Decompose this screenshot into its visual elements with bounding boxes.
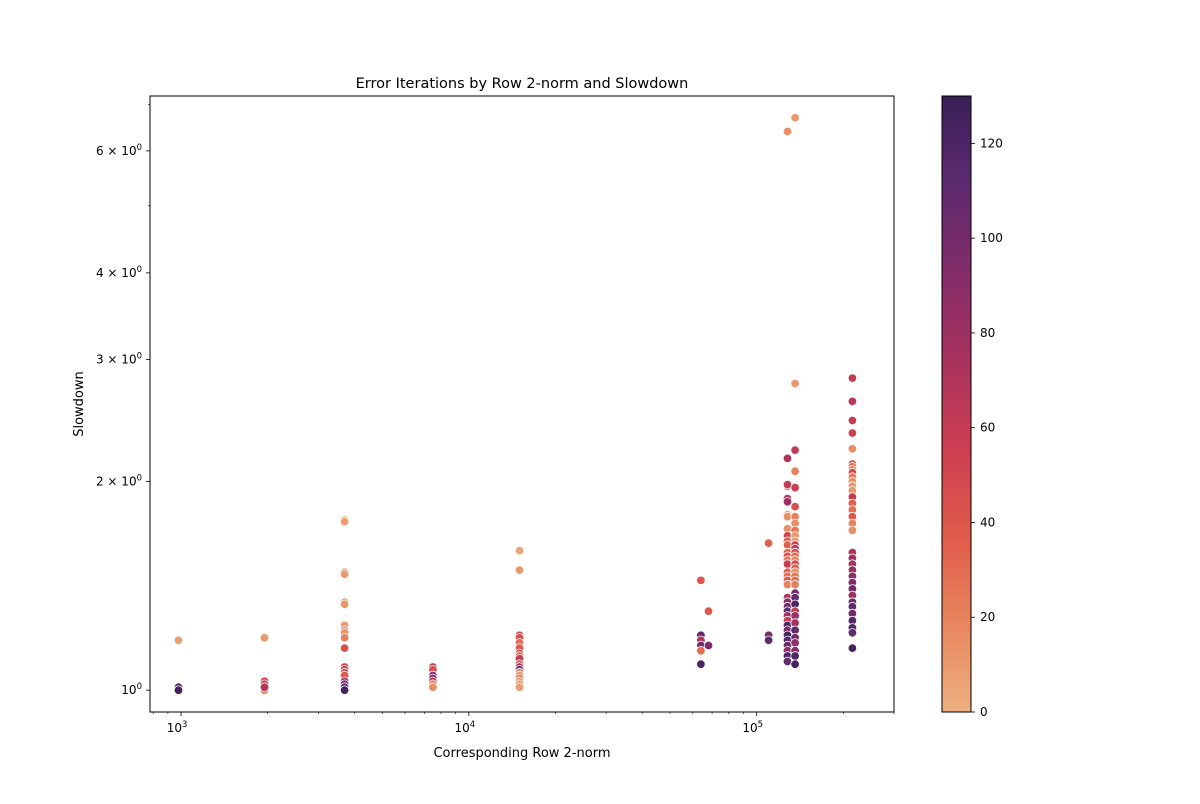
data-point xyxy=(782,126,793,137)
colorbar-tick-label: 40 xyxy=(980,515,995,529)
data-point xyxy=(339,517,350,527)
data-point xyxy=(790,651,800,661)
data-point xyxy=(339,633,350,643)
data-point xyxy=(790,445,800,455)
data-point xyxy=(259,633,270,643)
data-point xyxy=(847,396,858,407)
scatter-points xyxy=(173,112,858,695)
data-point xyxy=(763,538,774,548)
colorbar-tick-label: 80 xyxy=(980,326,995,340)
data-point xyxy=(428,682,438,692)
colorbar: 0 20 40 60 80 100 120 xyxy=(941,95,1003,719)
colorbar-ticks: 0 20 40 60 80 100 120 xyxy=(971,136,1003,719)
colorbar-tick-label: 60 xyxy=(980,421,995,435)
data-point xyxy=(847,415,858,426)
data-point xyxy=(703,640,714,651)
colorbar-tick-label: 100 xyxy=(980,231,1003,245)
data-point xyxy=(696,575,706,586)
data-point xyxy=(847,643,858,653)
data-point xyxy=(847,428,858,438)
data-point xyxy=(173,685,184,695)
colorbar-frame xyxy=(941,95,972,713)
colorbar-gradient xyxy=(942,96,971,712)
chart-title: Error Iterations by Row 2-norm and Slowd… xyxy=(356,76,689,92)
colorbar-tick-label: 20 xyxy=(980,610,995,624)
y-axis-ticks: 100 2 × 100 3 × 100 4 × 100 6 × 100 xyxy=(96,104,150,697)
data-point xyxy=(790,112,800,123)
x-tick-label: 104 xyxy=(455,720,476,735)
data-point xyxy=(703,606,714,616)
data-point xyxy=(696,646,706,656)
data-point xyxy=(790,378,800,389)
colorbar-tick-label: 0 xyxy=(980,705,988,719)
y-axis-label: Slowdown xyxy=(72,371,87,437)
data-point xyxy=(514,682,525,692)
data-point xyxy=(514,545,525,556)
data-point xyxy=(259,682,270,692)
plot-area-frame xyxy=(149,95,895,713)
x-tick-label: 103 xyxy=(167,720,188,735)
data-point xyxy=(847,444,858,454)
y-tick-label: 6 × 100 xyxy=(96,143,142,158)
data-point xyxy=(339,569,350,579)
data-point xyxy=(847,373,858,383)
x-tick-label: 105 xyxy=(742,720,763,735)
y-tick-label: 2 × 100 xyxy=(96,474,142,489)
data-point xyxy=(790,482,800,493)
y-tick-label: 100 xyxy=(121,682,142,697)
y-tick-label: 3 × 100 xyxy=(96,351,142,366)
data-point xyxy=(514,565,525,575)
y-tick-label: 4 × 100 xyxy=(96,265,142,280)
colorbar-tick-label: 120 xyxy=(980,136,1003,150)
data-point xyxy=(339,643,350,653)
data-point xyxy=(782,497,793,507)
x-axis-ticks: 103 104 105 xyxy=(152,712,895,735)
data-point xyxy=(790,501,800,512)
data-point xyxy=(847,628,858,638)
data-point xyxy=(847,525,858,536)
data-point xyxy=(763,635,774,646)
data-point xyxy=(173,635,184,646)
data-point xyxy=(339,599,350,610)
x-axis-label: Corresponding Row 2-norm xyxy=(433,746,610,761)
data-point xyxy=(790,659,800,669)
data-point xyxy=(782,453,793,464)
data-point xyxy=(790,579,800,590)
data-point xyxy=(790,638,800,648)
data-point xyxy=(790,466,800,476)
data-point xyxy=(696,659,706,669)
data-point xyxy=(339,685,350,695)
